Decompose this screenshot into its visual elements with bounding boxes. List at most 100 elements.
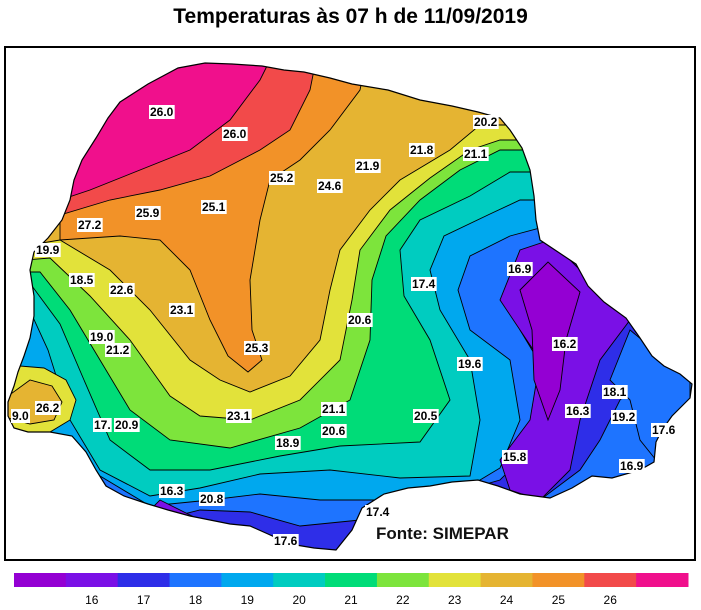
station-value: 15.8 [503, 450, 527, 464]
station-label-box [35, 243, 61, 257]
station-label-box [169, 303, 195, 317]
station-value: 19.0 [90, 330, 114, 344]
legend-tick-label: 18 [189, 593, 203, 607]
station-label: 19.2 [611, 410, 637, 424]
station-label-box [105, 343, 131, 357]
station-label-box [365, 505, 391, 519]
station-value: 18.1 [603, 385, 627, 399]
station-label: 27.2 [77, 218, 103, 232]
station-label-box [89, 330, 115, 344]
legend-tick-label: 22 [396, 593, 410, 607]
legend-swatch [480, 573, 533, 587]
station-label-box [222, 127, 248, 141]
legend-swatch [117, 573, 171, 587]
station-label-box [411, 277, 437, 291]
station-label: 20.9 [114, 418, 140, 432]
station-label-box [109, 283, 135, 297]
station-label-box [11, 409, 31, 423]
station-label-box [93, 418, 112, 432]
station-label-box [135, 206, 161, 220]
station-label: 23.1 [169, 303, 195, 317]
station-value: 27.2 [78, 218, 102, 232]
station-label: 20.2 [473, 115, 499, 129]
station-label-box [463, 147, 489, 161]
station-label: 18.5 [69, 273, 95, 287]
station-label: 20.6 [347, 313, 373, 327]
station-value: 26.0 [223, 127, 247, 141]
station-value: 17.6 [652, 423, 676, 437]
legend-ticks: 16 17 18 19 20 21 22 23 24 25 26 [85, 593, 617, 607]
station-value: 20.5 [414, 409, 438, 423]
station-value: 21.8 [410, 143, 434, 157]
station-value: 23.1 [170, 303, 194, 317]
legend-swatch [376, 573, 430, 587]
station-value: 26.2 [36, 401, 60, 415]
station-value: 25.9 [136, 206, 160, 220]
legend-swatch [273, 573, 326, 587]
station-label: 25.2 [269, 171, 295, 185]
station-label-box [619, 459, 645, 473]
map-title: Temperaturas às 07 h de 11/09/2019 [173, 5, 528, 28]
station-value: 17.4 [366, 505, 390, 519]
station-label-box [651, 423, 677, 437]
station-label: 17.4 [411, 277, 437, 291]
station-label: 19.0 [89, 330, 115, 344]
station-label: 23.1 [226, 409, 252, 423]
station-value: 25.2 [270, 171, 294, 185]
station-value: 22.6 [110, 283, 134, 297]
station-value: 16.9 [508, 262, 532, 276]
legend-swatch [428, 573, 482, 587]
station-label-box [413, 409, 439, 423]
station-label: 26.2 [35, 401, 61, 415]
station-value: 20.8 [200, 492, 224, 506]
legend-tick-label: 21 [344, 593, 358, 607]
station-label-box [226, 409, 252, 423]
station-value: 21.1 [464, 147, 488, 161]
station-label: 17.6 [273, 534, 299, 548]
station-label: 21.1 [321, 402, 347, 416]
station-value: 25.3 [245, 341, 269, 355]
station-label: 18.9 [275, 436, 301, 450]
station-label-box [244, 341, 270, 355]
station-label: 21.2 [105, 343, 131, 357]
station-value: 25.1 [202, 200, 226, 214]
station-label: 17.6 [651, 423, 677, 437]
station-value: 21.2 [106, 343, 130, 357]
station-label-box [199, 492, 225, 506]
band-15 [519, 261, 581, 422]
station-label: 19.9 [35, 243, 61, 257]
station-label: 20.8 [199, 492, 225, 506]
station-label-box [159, 484, 185, 498]
station-label: 16.3 [159, 484, 185, 498]
station-label: 20.5 [413, 409, 439, 423]
station-label-box [565, 404, 591, 418]
station-label-box [77, 218, 103, 232]
legend-swatch [65, 573, 119, 587]
station-value: 17.6 [274, 534, 298, 548]
station-value: 9.0 [12, 409, 29, 423]
station-value: 20.6 [348, 313, 372, 327]
legend-swatch [169, 573, 222, 587]
legend-tick-label: 23 [448, 593, 462, 607]
station-value: 21.9 [356, 159, 380, 173]
station-label-box [611, 410, 637, 424]
station-label-box [275, 436, 301, 450]
station-value: 21.1 [322, 402, 346, 416]
station-value: 18.9 [276, 436, 300, 450]
station-value: 18.5 [70, 273, 94, 287]
legend-swatch [584, 573, 637, 587]
station-label: 25.1 [201, 200, 227, 214]
legend-tick-label: 26 [604, 593, 618, 607]
station-label: 16.3 [565, 404, 591, 418]
legend-tick-label: 17 [137, 593, 151, 607]
station-value: 17. [94, 418, 111, 432]
station-value: 19.2 [612, 410, 636, 424]
station-label: 24.6 [317, 179, 343, 193]
legend-tick-label: 24 [500, 593, 514, 607]
station-value: 16.2 [553, 337, 577, 351]
station-label: 16.2 [552, 337, 578, 351]
station-label-box [409, 143, 435, 157]
station-value: 17.4 [412, 277, 436, 291]
station-value: 19.9 [36, 243, 60, 257]
